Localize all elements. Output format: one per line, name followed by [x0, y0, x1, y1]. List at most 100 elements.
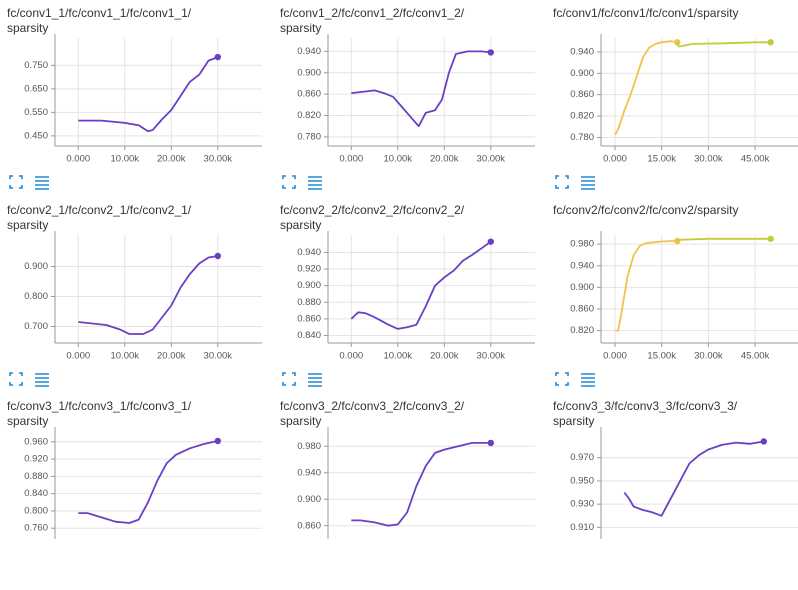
x-tick-label: 30.00k: [204, 351, 233, 362]
x-tick-label: 15.00k: [647, 154, 676, 165]
data-table-button[interactable]: [581, 373, 595, 387]
x-tick-label: 30.00k: [694, 351, 723, 362]
line-series: [351, 442, 491, 527]
y-tick-label: 0.900: [297, 494, 321, 505]
y-tick-label: 0.960: [24, 436, 48, 447]
y-tick-label: 0.940: [297, 467, 321, 478]
x-tick-label: 20.00k: [157, 351, 186, 362]
x-tick-label: 0.000: [339, 351, 363, 362]
end-point: [487, 439, 495, 447]
chart-title: fc/conv1/fc/conv1/fc/conv1/sparsity: [553, 6, 739, 20]
chart-title: fc/conv3_2/fc/conv3_2/fc/conv3_2/sparsit…: [280, 399, 465, 428]
expand-button[interactable]: [555, 175, 569, 189]
end-point: [487, 49, 495, 56]
y-tick-label: 0.860: [297, 89, 321, 100]
x-tick-label: 0.000: [603, 154, 627, 165]
x-tick-label: 45.00k: [741, 154, 770, 165]
line-series: [614, 40, 678, 136]
end-point: [760, 438, 768, 445]
y-tick-label: 0.820: [297, 110, 321, 121]
chart: 0.700 0.800 0.900 0.000 10.00k 20.00k 30.00k: [9, 231, 262, 387]
expand-button[interactable]: [555, 372, 569, 386]
chart: 0.780 0.820 0.860 0.900 0.940 0.000 10.00k 20.0…: [282, 34, 535, 190]
x-tick-label: 10.00k: [111, 154, 140, 165]
x-tick-label: 45.00k: [741, 351, 770, 362]
line-series: [78, 255, 218, 335]
data-table-button[interactable]: [581, 176, 595, 190]
chart-card: 0.700 0.800 0.900 0.000 10.00k 20.00k 30.00k fc…: [0, 197, 266, 394]
y-tick-label: 0.930: [570, 499, 594, 510]
line-series: [78, 56, 219, 133]
y-tick-label: 0.900: [570, 282, 594, 293]
y-tick-label: 0.650: [24, 83, 48, 94]
x-tick-label: 0.000: [66, 154, 90, 165]
y-tick-label: 0.860: [570, 89, 594, 100]
y-tick-label: 0.900: [297, 67, 321, 78]
y-tick-label: 0.840: [24, 488, 48, 499]
chart-title: fc/conv2_2/fc/conv2_2/fc/conv2_2/sparsit…: [280, 203, 465, 232]
y-tick-label: 0.980: [570, 239, 594, 250]
x-tick-label: 30.00k: [477, 351, 506, 362]
chart-card: 0.780 0.820 0.860 0.900 0.940 0.000 10.00k 20.0…: [273, 0, 539, 197]
x-tick-label: 0.000: [603, 351, 627, 362]
chart-title: fc/conv3_1/fc/conv3_1/fc/conv3_1/sparsit…: [7, 399, 192, 428]
y-tick-label: 0.700: [24, 321, 48, 332]
chart-card: 0.910 0.930 0.950 0.970 fc/conv3_3/fc/conv3_…: [546, 393, 798, 590]
y-tick-label: 0.900: [570, 68, 594, 79]
y-tick-label: 0.940: [297, 247, 321, 258]
x-tick-label: 0.000: [66, 351, 90, 362]
expand-button[interactable]: [282, 175, 296, 189]
chart-card: 0.760 0.800 0.840 0.880 0.920 0.960 fc/conv3_1…: [0, 393, 266, 590]
line-series: [78, 440, 218, 524]
x-tick-label: 15.00k: [647, 351, 676, 362]
chart-card: 0.450 0.550 0.650 0.750 0.000 10.00k 20.00k 30.…: [0, 0, 266, 197]
data-table-button[interactable]: [308, 176, 322, 190]
data-table-button[interactable]: [35, 373, 49, 387]
x-tick-label: 30.00k: [204, 154, 233, 165]
data-table-button[interactable]: [308, 373, 322, 387]
y-tick-label: 0.940: [297, 46, 321, 57]
chart-title: fc/conv3_3/fc/conv3_3/fc/conv3_3/sparsit…: [553, 399, 738, 428]
expand-button[interactable]: [9, 175, 23, 189]
x-tick-label: 0.000: [339, 154, 363, 165]
line-series: [623, 440, 764, 517]
x-tick-label: 10.00k: [111, 351, 140, 362]
chart-card: 0.820 0.860 0.900 0.940 0.980 0.000 15.00k 30.0…: [546, 197, 798, 394]
end-point: [767, 39, 774, 46]
chart: 0.910 0.930 0.950 0.970: [570, 427, 798, 539]
x-tick-label: 10.00k: [384, 351, 413, 362]
x-tick-label: 20.00k: [430, 154, 459, 165]
chart-card: 0.860 0.900 0.940 0.980 fc/conv3_2/fc/conv3_…: [273, 393, 539, 590]
chart: 0.860 0.900 0.940 0.980: [297, 427, 535, 539]
end-point: [487, 238, 495, 245]
y-tick-label: 0.550: [24, 107, 48, 118]
line-series: [677, 237, 771, 241]
x-tick-label: 30.00k: [477, 154, 506, 165]
end-point: [674, 237, 681, 245]
y-tick-label: 0.900: [297, 280, 321, 291]
expand-button[interactable]: [282, 372, 296, 386]
y-tick-label: 0.900: [24, 261, 48, 272]
end-point: [214, 437, 222, 445]
y-tick-label: 0.780: [297, 131, 321, 142]
y-tick-label: 0.880: [297, 297, 321, 308]
y-tick-label: 0.450: [24, 130, 48, 141]
line-series: [351, 50, 491, 128]
end-point: [214, 252, 222, 260]
y-tick-label: 0.860: [297, 313, 321, 324]
data-table-button[interactable]: [35, 176, 49, 190]
y-tick-label: 0.880: [24, 471, 48, 482]
y-tick-label: 0.800: [24, 505, 48, 516]
y-tick-label: 0.820: [570, 325, 594, 336]
chart: 0.450 0.550 0.650 0.750 0.000 10.00k 20.00k 30.…: [9, 34, 262, 190]
x-tick-label: 20.00k: [430, 351, 459, 362]
y-tick-label: 0.970: [570, 452, 594, 463]
y-tick-label: 0.860: [297, 520, 321, 531]
y-tick-label: 0.860: [570, 303, 594, 314]
y-tick-label: 0.800: [24, 291, 48, 302]
chart-card: 0.780 0.820 0.860 0.900 0.940 0.000 15.00k 30.0…: [546, 0, 798, 197]
y-tick-label: 0.780: [570, 132, 594, 143]
x-tick-label: 30.00k: [694, 154, 723, 165]
line-series: [350, 240, 492, 330]
expand-button[interactable]: [9, 372, 23, 386]
